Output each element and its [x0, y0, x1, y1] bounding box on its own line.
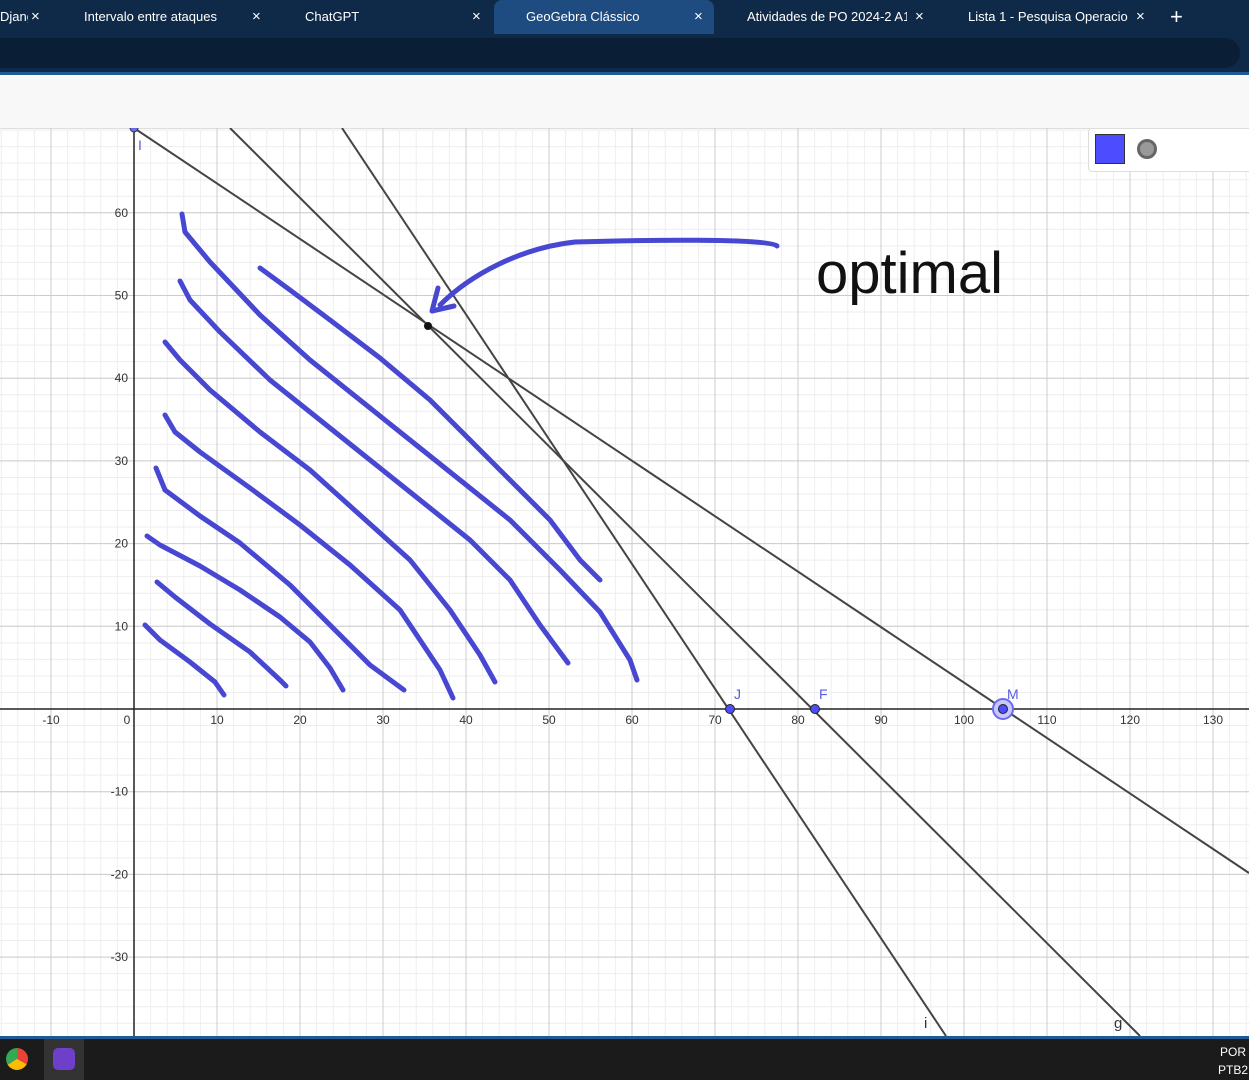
chrome-icon[interactable] [6, 1048, 28, 1070]
x-tick-label: 60 [625, 713, 639, 727]
x-tick-label: 70 [708, 713, 722, 727]
point-label: J [734, 686, 741, 702]
tab[interactable]: Intervalo entre ataques [84, 9, 217, 24]
toolbar [0, 75, 1249, 129]
x-tick-label: -10 [42, 713, 60, 727]
y-tick-label: -10 [111, 785, 129, 799]
tab[interactable]: Atividades de PO 2024-2 A1 T [747, 9, 907, 24]
lines [133, 128, 1249, 1036]
y-tick-label: 20 [115, 537, 129, 551]
line-label: g [1114, 1015, 1122, 1032]
github-icon[interactable] [44, 1039, 84, 1080]
tab[interactable]: ChatGPT [305, 9, 360, 24]
y-tick-label: -20 [111, 867, 129, 881]
graphics-view: -10 0 10 20 30 40 50 60 70 80 90 100 110 120 130 60 50 40… [0, 128, 1249, 1036]
y-tick-label: 60 [115, 206, 129, 220]
new-tab[interactable]: + [1170, 4, 1183, 29]
tab[interactable]: Lista 1 - Pesquisa Operacional [968, 9, 1128, 24]
point-label: I [138, 137, 142, 153]
x-tick-label: 20 [293, 713, 307, 727]
y-tick-label: 30 [115, 454, 129, 468]
x-tick-label: 90 [874, 713, 888, 727]
x-tick-label: 50 [542, 713, 556, 727]
address-bar[interactable] [0, 34, 1249, 72]
annotation: optimal [816, 241, 1003, 306]
taskbar: POR PTB2 [0, 1036, 1249, 1080]
points [129, 128, 1014, 720]
line-label: i [924, 1015, 927, 1032]
tab[interactable]: Djang [0, 9, 28, 24]
y-tick-label: -30 [111, 950, 129, 964]
x-tick-label: 0 [124, 713, 131, 727]
tab-bar: Djang× Intervalo entre ataques× ChatGPT×… [0, 0, 1249, 34]
y-tick-label: 40 [115, 371, 129, 385]
x-tick-label: 10 [210, 713, 224, 727]
keyboard-layout[interactable]: PTB2 [1218, 1063, 1249, 1077]
x-tick-label: 130 [1203, 713, 1223, 727]
x-tick-label: 100 [954, 713, 974, 727]
point-label: F [819, 686, 828, 702]
x-tick-label: 30 [376, 713, 390, 727]
x-tick-label: 120 [1120, 713, 1140, 727]
separator [0, 72, 1249, 75]
point-style-button[interactable] [1137, 139, 1157, 159]
y-tick-label: 10 [115, 619, 129, 633]
x-tick-label: 110 [1037, 713, 1056, 727]
style-bar [1088, 128, 1249, 172]
point-label: M [1007, 686, 1019, 702]
x-tick-label: 40 [459, 713, 473, 727]
x-tick-label: 80 [791, 713, 805, 727]
tab[interactable]: GeoGebra Clássico [494, 0, 714, 34]
hatching [142, 211, 780, 701]
color-button[interactable] [1095, 134, 1125, 164]
y-tick-label: 50 [115, 289, 129, 303]
language[interactable]: POR [1220, 1045, 1247, 1059]
